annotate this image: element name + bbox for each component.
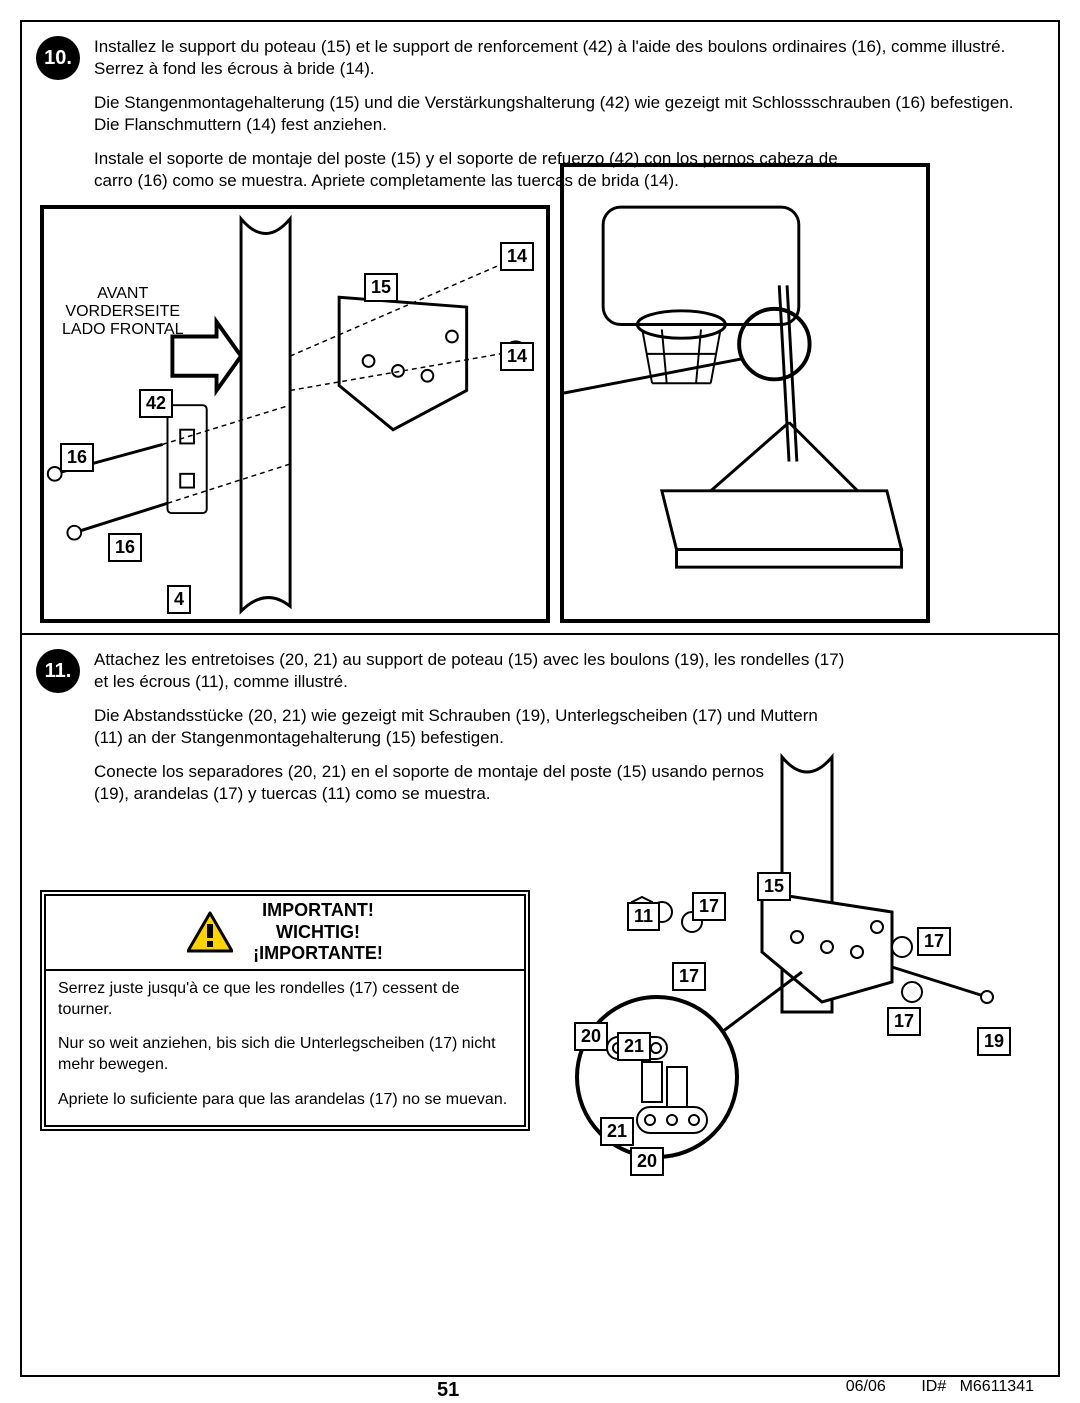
step10-result-view (560, 163, 930, 623)
label11-19: 19 (977, 1027, 1011, 1056)
front-label: AVANT VORDERSEITE LADO FRONTAL (62, 285, 184, 340)
label11-20b: 20 (630, 1147, 664, 1176)
label11-20a: 20 (574, 1022, 608, 1051)
label11-21a: 21 (617, 1032, 651, 1061)
label11-17a: 17 (692, 892, 726, 921)
important-body: Serrez juste jusqu'à ce que les rondelle… (46, 971, 524, 1125)
important-box: IMPORTANT! WICHTIG! ¡IMPORTANTE! Serrez … (40, 890, 530, 1131)
step10-diagrams: AVANT VORDERSEITE LADO FRONTAL (22, 205, 1058, 623)
hoop-svg (564, 167, 926, 619)
step10-fr: Installez le support du poteau (15) et l… (94, 36, 1038, 80)
page-number: 51 (437, 1377, 459, 1403)
label11-17c: 17 (917, 927, 951, 956)
step10-exploded-view: AVANT VORDERSEITE LADO FRONTAL (40, 205, 550, 623)
label-16b: 16 (108, 533, 142, 562)
label-14b: 14 (500, 342, 534, 371)
label11-11: 11 (627, 902, 660, 931)
label11-21b: 21 (600, 1117, 634, 1146)
step11-diagram: 15 17 11 17 17 17 19 20 21 21 20 (542, 752, 1042, 1182)
step-number-11: 11. (36, 649, 80, 693)
label11-15: 15 (757, 872, 791, 901)
label-15: 15 (364, 273, 398, 302)
label-16a: 16 (60, 443, 94, 472)
label-14a: 14 (500, 242, 534, 271)
page: 10. Installez le support du poteau (15) … (20, 20, 1060, 1377)
step11-de: Die Abstandsstücke (20, 21) wie gezeigt … (94, 705, 849, 749)
step11-fr: Attachez les entretoises (20, 21) au sup… (94, 649, 849, 693)
label-4: 4 (167, 585, 191, 614)
warning-icon (187, 911, 233, 953)
label-42: 42 (139, 389, 173, 418)
label11-17d: 17 (887, 1007, 921, 1036)
step10-de: Die Stangenmontagehalterung (15) und die… (94, 92, 1038, 136)
important-head: IMPORTANT! WICHTIG! ¡IMPORTANTE! (46, 896, 524, 971)
step-number-10: 10. (36, 36, 80, 80)
footer: 51 06/06 ID# M6611341 (22, 1377, 1058, 1403)
label11-17b: 17 (672, 962, 706, 991)
footer-right: 06/06 ID# M6611341 (846, 1377, 1034, 1403)
important-titles: IMPORTANT! WICHTIG! ¡IMPORTANTE! (253, 900, 383, 965)
